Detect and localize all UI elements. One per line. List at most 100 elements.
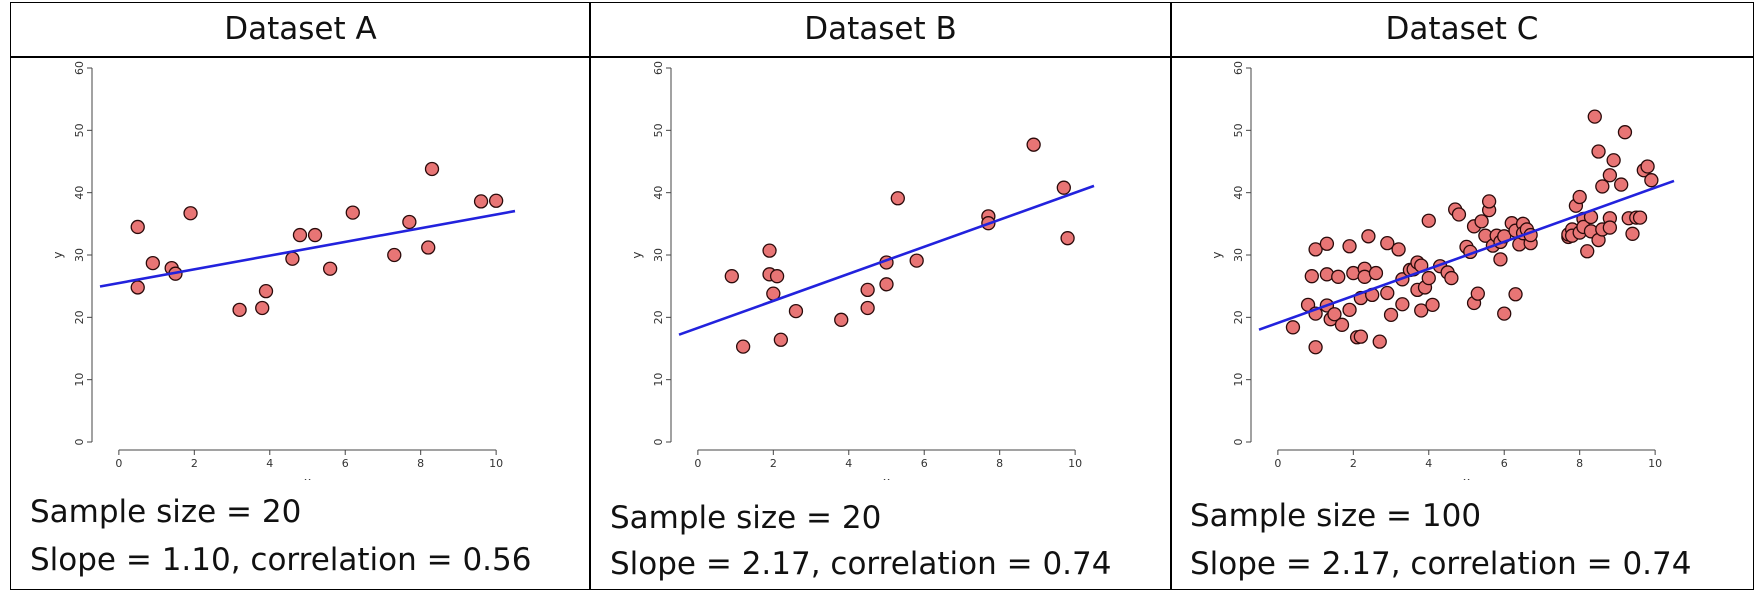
data-point xyxy=(1327,307,1342,322)
scatter-plot-a: 0 10 20 30 40 50 60 0 2 4 6 8 10 x y xyxy=(55,61,516,480)
y-axis-label: y xyxy=(55,251,65,258)
x-tick-label: 10 xyxy=(1648,457,1662,470)
data-point xyxy=(860,300,875,316)
data-point xyxy=(1285,320,1301,335)
data-point xyxy=(424,161,440,177)
regression-line xyxy=(99,209,516,288)
data-point xyxy=(1308,340,1323,355)
data-point xyxy=(307,227,323,243)
data-point xyxy=(1421,213,1436,228)
x-axis-label: x xyxy=(883,475,890,480)
data-point xyxy=(834,312,849,327)
data-point xyxy=(1304,269,1319,284)
data-point xyxy=(1508,287,1523,302)
y-tick-label: 20 xyxy=(1232,310,1245,324)
data-point xyxy=(773,332,789,347)
panel-title: Dataset B xyxy=(804,11,957,47)
data-point xyxy=(1602,220,1618,235)
y-tick-label: 20 xyxy=(73,310,86,324)
data-point xyxy=(1587,109,1602,124)
data-point xyxy=(488,193,504,208)
slope-correlation-caption: Slope = 1.10, correlation = 0.56 xyxy=(30,542,532,578)
data-point xyxy=(1493,252,1508,267)
regression-line xyxy=(678,184,1095,336)
y-tick-label: 10 xyxy=(1232,373,1245,387)
data-point xyxy=(232,302,247,318)
y-tick-label: 60 xyxy=(1232,61,1245,75)
data-point xyxy=(1319,236,1335,251)
x-tick-label: 4 xyxy=(266,457,273,470)
data-point xyxy=(1481,194,1497,209)
data-point xyxy=(1391,242,1406,257)
x-tick-label: 6 xyxy=(1501,457,1508,470)
scatter-plot-b: 0 10 20 30 40 50 60 0 2 4 6 8 10 x y xyxy=(634,61,1095,480)
regression-line xyxy=(1258,179,1675,331)
panel-title: Dataset C xyxy=(1385,11,1539,47)
data-point xyxy=(1640,159,1655,174)
data-point xyxy=(255,300,270,316)
slope-correlation-caption: Slope = 2.17, correlation = 0.74 xyxy=(610,546,1112,582)
data-point xyxy=(345,205,360,220)
y-tick-label: 10 xyxy=(73,373,86,387)
y-tick-label: 60 xyxy=(652,61,665,75)
data-point xyxy=(1632,210,1648,225)
data-point xyxy=(1395,297,1410,312)
data-point xyxy=(1026,137,1041,152)
data-point xyxy=(1617,125,1633,140)
data-point xyxy=(1595,179,1610,194)
x-axis-label: x xyxy=(304,475,311,480)
panel-title: Dataset A xyxy=(224,11,377,47)
data-point xyxy=(1414,303,1429,318)
data-point xyxy=(1572,189,1587,205)
data-point xyxy=(1614,177,1629,192)
y-axis-label: y xyxy=(634,251,644,258)
slope-correlation-caption: Slope = 2.17, correlation = 0.74 xyxy=(1190,546,1692,582)
data-point xyxy=(1331,269,1346,284)
y-tick-label: 40 xyxy=(1232,186,1245,200)
y-tick-label: 50 xyxy=(73,123,86,137)
data-point xyxy=(322,261,338,276)
data-point xyxy=(1372,334,1387,349)
data-point xyxy=(1368,265,1384,281)
data-point xyxy=(1625,226,1640,241)
x-tick-label: 6 xyxy=(921,457,928,470)
data-point xyxy=(1470,286,1485,301)
y-tick-label: 20 xyxy=(652,310,665,324)
data-point xyxy=(879,277,894,292)
y-tick-label: 30 xyxy=(73,248,86,262)
y-tick-label: 0 xyxy=(1232,439,1245,446)
data-point xyxy=(1380,236,1395,251)
data-point xyxy=(183,206,198,221)
data-point xyxy=(130,219,145,235)
data-point xyxy=(1353,329,1369,344)
data-point xyxy=(788,303,804,319)
data-point xyxy=(1421,270,1436,286)
x-tick-label: 10 xyxy=(489,457,503,470)
data-point xyxy=(1602,168,1618,183)
y-tick-label: 50 xyxy=(1232,123,1245,137)
data-point xyxy=(1644,173,1659,188)
x-tick-label: 0 xyxy=(115,457,122,470)
data-point xyxy=(473,194,489,209)
y-tick-label: 30 xyxy=(1232,248,1245,262)
x-tick-label: 6 xyxy=(342,457,349,470)
y-tick-label: 60 xyxy=(73,61,86,75)
y-tick-label: 40 xyxy=(73,186,86,200)
sample-size-caption: Sample size = 20 xyxy=(610,500,882,536)
x-tick-label: 10 xyxy=(1068,457,1082,470)
data-point xyxy=(1342,239,1357,254)
x-tick-label: 2 xyxy=(191,457,198,470)
data-point xyxy=(860,282,875,298)
data-point xyxy=(1444,270,1459,286)
data-point xyxy=(1383,307,1399,322)
data-point xyxy=(762,243,777,258)
y-tick-label: 0 xyxy=(652,439,665,446)
y-tick-label: 30 xyxy=(652,248,665,262)
data-point xyxy=(1334,317,1350,332)
data-point xyxy=(909,253,924,268)
data-point xyxy=(1342,302,1357,318)
data-point xyxy=(387,247,402,263)
panel-dataset-a-header-cell xyxy=(10,2,591,58)
data-point xyxy=(1425,297,1440,313)
data-point xyxy=(130,280,145,295)
